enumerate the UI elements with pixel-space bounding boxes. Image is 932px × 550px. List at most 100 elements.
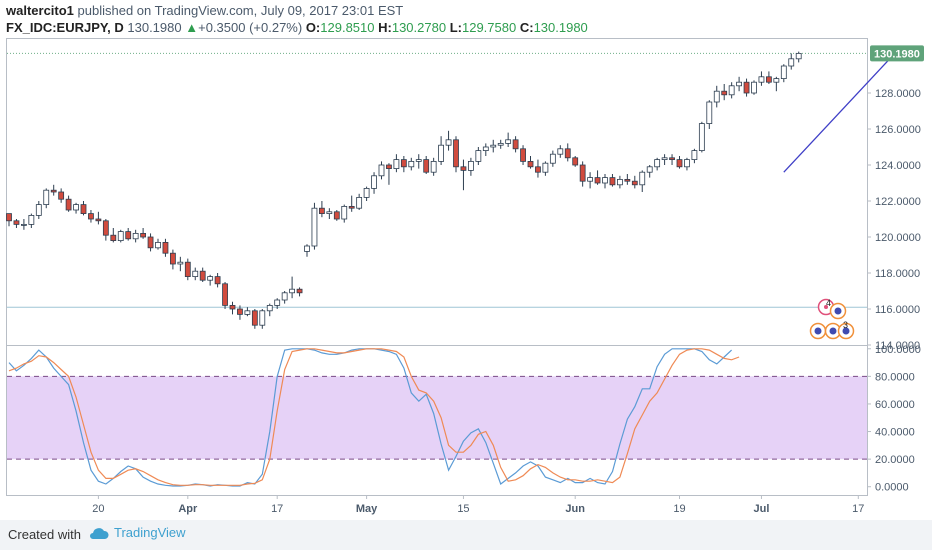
candle-body [35, 204, 42, 216]
candle-body [639, 171, 646, 186]
candle [65, 195, 72, 212]
candle-body [318, 207, 325, 214]
candle [438, 136, 445, 165]
candle-body [512, 139, 519, 150]
candle [520, 145, 526, 165]
time-tick-label: Apr [178, 503, 198, 515]
price-tick-label: 118.0000 [875, 268, 920, 280]
event-markers[interactable]: 4 3 [809, 298, 855, 340]
candle [549, 150, 556, 167]
candle [73, 202, 79, 214]
candle-body [773, 78, 780, 83]
candle [274, 298, 281, 309]
open-label: O: [305, 20, 321, 35]
candle-body [244, 310, 251, 315]
candle [311, 202, 318, 250]
symbol-line: FX_IDC:EURJPY, D 130.1980 ▲+0.3500 (+0.2… [6, 20, 588, 35]
candle-body [363, 187, 370, 198]
candle-body [6, 213, 12, 222]
candle-body [132, 232, 139, 240]
candle-body [505, 139, 512, 144]
candle-body [624, 178, 631, 182]
last-price-badge [870, 45, 924, 62]
candle-body [758, 76, 765, 83]
candle-body [58, 191, 65, 200]
candle-body [736, 81, 742, 87]
candle [80, 201, 87, 216]
candle-body [646, 166, 653, 173]
candle-body [65, 198, 72, 211]
candle-body [304, 245, 310, 252]
candle [788, 53, 795, 70]
candle [453, 136, 459, 173]
tradingview-logo[interactable]: TradingView [88, 525, 186, 541]
candle-body [229, 304, 236, 310]
candle [445, 130, 452, 151]
candle [654, 157, 661, 171]
candle-body [743, 81, 750, 94]
candle [237, 305, 243, 320]
candle [713, 85, 720, 108]
candle [371, 172, 377, 194]
candle [542, 161, 549, 176]
candle [564, 143, 571, 162]
up-arrow-icon: ▲ [185, 20, 199, 35]
time-tick-label: Jul [753, 503, 769, 515]
candle-body [251, 310, 258, 326]
candle-body [125, 231, 132, 240]
candle [6, 213, 12, 227]
candle [631, 175, 638, 189]
candle-body [177, 261, 184, 265]
candle [207, 274, 214, 286]
candle [758, 71, 765, 86]
candle [95, 211, 102, 225]
trendline [783, 60, 889, 173]
candle-body [88, 213, 94, 220]
candle [318, 201, 325, 218]
candle [736, 76, 742, 92]
candle [378, 161, 385, 180]
candle-body [631, 180, 638, 186]
candle-body [73, 204, 79, 211]
candle-body [341, 205, 348, 220]
candle [110, 228, 117, 243]
candle [140, 228, 147, 239]
marker-center [814, 327, 822, 335]
candle-body [169, 252, 176, 265]
candle-body [356, 196, 363, 209]
candle [475, 147, 482, 165]
candle [535, 159, 541, 178]
candle [400, 156, 407, 173]
candle-body [535, 166, 541, 173]
last-price: 130.1980 [127, 20, 182, 35]
candle-body [289, 288, 296, 294]
stoch-tick-label: 100.0000 [875, 344, 921, 356]
candle [527, 156, 534, 169]
candle-body [661, 157, 668, 161]
candle [58, 188, 65, 203]
candle-body [594, 177, 601, 184]
candle [728, 82, 735, 99]
candle [125, 228, 132, 241]
close-value: 130.1980 [533, 20, 588, 35]
candle-body [259, 310, 266, 326]
chart-area[interactable]: 114.0000 116.0000 118.0000 120.0000 122.0000… [0, 0, 932, 520]
candle [684, 157, 690, 171]
stoch-band [7, 376, 867, 460]
candle-body [326, 211, 333, 215]
candle-body [140, 232, 147, 238]
candle [594, 170, 601, 185]
candle-body [281, 292, 288, 301]
candle-body [95, 218, 102, 222]
candle-body [296, 288, 303, 294]
tradingview-brand: TradingView [114, 525, 186, 540]
candle-body [460, 166, 467, 171]
candle [572, 156, 579, 167]
candle-body [43, 189, 50, 205]
candle [244, 307, 251, 317]
candle [512, 136, 519, 153]
marker-center [834, 307, 842, 315]
author-link[interactable]: waltercito1 [6, 3, 74, 18]
candle [602, 174, 608, 189]
candle [184, 258, 191, 281]
